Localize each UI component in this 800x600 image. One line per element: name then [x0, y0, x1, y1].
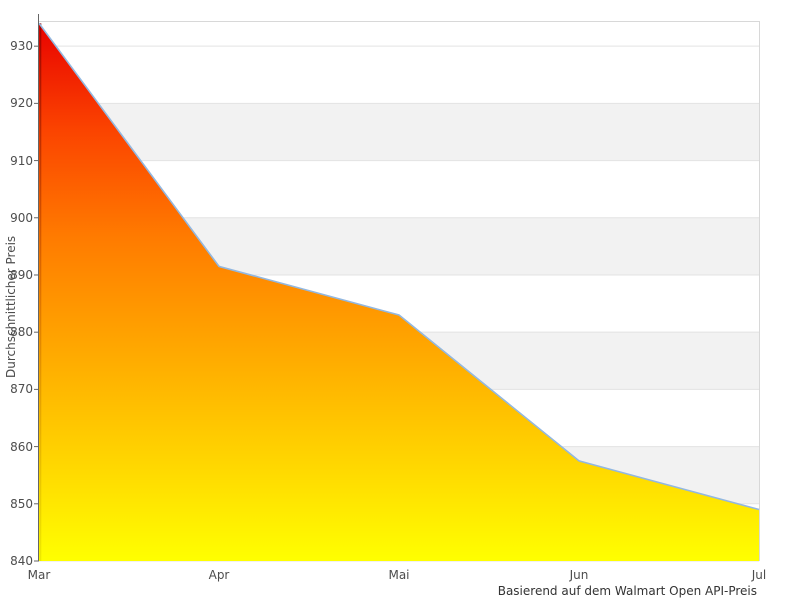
- y-tick-label: 860: [10, 439, 33, 454]
- y-tick-label: 890: [10, 267, 33, 282]
- y-tick-label: 930: [10, 39, 33, 54]
- grid-band: [39, 103, 759, 161]
- x-tick-label: Jul: [751, 568, 767, 582]
- y-tick-label: 900: [10, 210, 33, 225]
- x-tick-label: Mar: [27, 568, 51, 582]
- x-tick-label: Apr: [208, 568, 230, 582]
- chart-caption: Basierend auf dem Walmart Open API-Preis: [497, 584, 757, 598]
- y-axis-title: Durchschnittlicher Preis: [4, 235, 18, 378]
- price-line: [38, 22, 760, 511]
- y-tick-label: 840: [10, 554, 33, 568]
- area-left-edge: [39, 23, 42, 561]
- y-tick-label: 920: [10, 96, 33, 111]
- y-tick-label: 880: [10, 325, 33, 340]
- y-tick-label: 850: [10, 496, 33, 511]
- x-tick-label: Jun: [569, 568, 589, 582]
- y-tick-label: 870: [10, 382, 33, 397]
- price-area: [39, 23, 759, 561]
- x-tick-label: Mai: [388, 568, 410, 582]
- y-tick-label: 910: [10, 153, 33, 168]
